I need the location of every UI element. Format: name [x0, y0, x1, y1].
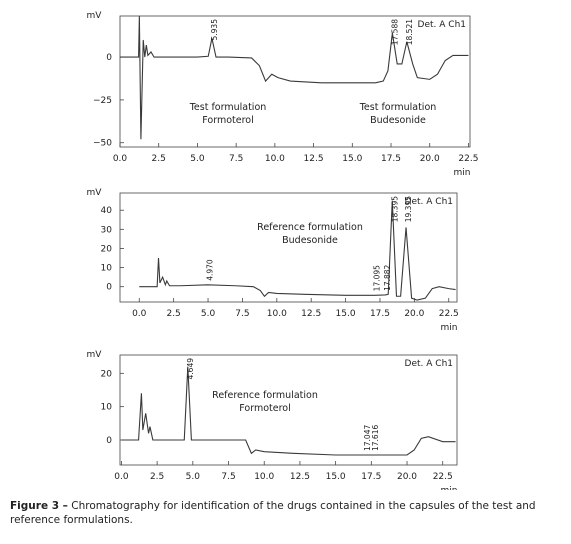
- y-axis-label: mV: [87, 350, 103, 360]
- x-tick-label: 5.0: [186, 472, 201, 482]
- y-tick-label: 30: [101, 225, 113, 235]
- x-tick-label: 17.5: [381, 154, 401, 164]
- x-tick-label: 15.0: [336, 309, 356, 319]
- peak-label: 4.970: [206, 259, 215, 281]
- x-tick-label: 7.5: [235, 309, 249, 319]
- peak-label: 4.649: [186, 358, 195, 380]
- y-axis-label: mV: [87, 188, 103, 198]
- y-tick-label: −50: [93, 139, 112, 149]
- x-tick-label: 10.0: [267, 309, 287, 319]
- y-tick-label: 20: [101, 244, 113, 254]
- y-tick-label: 10: [101, 264, 113, 274]
- annotation: Formoterol: [202, 115, 253, 126]
- y-tick-label: 0: [106, 53, 112, 63]
- x-tick-label: 17.5: [361, 472, 381, 482]
- x-tick-label: 2.5: [152, 154, 166, 164]
- annotation: Reference formulation: [212, 390, 318, 401]
- x-tick-label: 12.5: [290, 472, 310, 482]
- annotation: Formoterol: [239, 403, 290, 414]
- x-tick-label: 5.0: [201, 309, 216, 319]
- peak-label: 18.395: [390, 196, 399, 222]
- x-tick-label: 2.5: [150, 472, 164, 482]
- annotation: Reference formulation: [257, 222, 363, 233]
- x-tick-label: 22.5: [458, 154, 478, 164]
- x-tick-label: 17.5: [370, 309, 390, 319]
- annotation: Test formulation: [359, 102, 437, 113]
- y-tick-label: 10: [101, 403, 113, 413]
- peak-label: 17.095: [372, 265, 381, 291]
- y-tick-label: 20: [101, 369, 113, 379]
- x-tick-label: 20.0: [404, 309, 424, 319]
- x-tick-label: 10.0: [254, 472, 274, 482]
- x-tick-label: 10.0: [265, 154, 285, 164]
- chromatograms: 0.0 2.5 5.0 7.5 10.0 12.5 15.0 17.5 20.0 22.5 0 −25…: [87, 11, 479, 490]
- peak-label: 17.616: [371, 425, 380, 451]
- x-tick-label: 12.5: [304, 154, 324, 164]
- y-axis-label: mV: [87, 11, 103, 21]
- annotation: Budesonide: [370, 115, 426, 126]
- legend-label: Det. A Ch1: [418, 20, 466, 30]
- trace: [120, 15, 469, 140]
- x-tick-label: 7.5: [229, 154, 243, 164]
- x-tick-label: 0.0: [114, 472, 129, 482]
- y-tick-label: 0: [106, 283, 112, 293]
- peak-label: 17.882: [383, 264, 392, 290]
- legend-label: Det. A Ch1: [405, 197, 453, 207]
- x-tick-label: 7.5: [221, 472, 235, 482]
- peak-label: 17.047: [363, 425, 372, 451]
- x-tick-label: 20.0: [397, 472, 417, 482]
- legend-label: Det. A Ch1: [405, 359, 453, 369]
- x-tick-label: 5.0: [190, 154, 205, 164]
- plot-frame: [119, 15, 471, 148]
- y-tick-label: −25: [93, 96, 112, 106]
- peak-label: 18.521: [405, 19, 414, 45]
- plot-frame: [119, 192, 458, 303]
- x-tick-label: 15.0: [326, 472, 346, 482]
- peak-label: 17.588: [390, 19, 399, 45]
- x-tick-label: 0.0: [113, 154, 128, 164]
- x-tick-label: 20.0: [420, 154, 440, 164]
- x-tick-label: 12.5: [301, 309, 321, 319]
- peak-label: 19.395: [404, 196, 413, 222]
- x-tick-label: 22.5: [433, 472, 453, 482]
- x-tick-label: 15.0: [342, 154, 362, 164]
- trace: [121, 366, 456, 456]
- figure-caption: Figure 3 – Chromatography for identifica…: [10, 499, 558, 527]
- x-tick-label: 2.5: [166, 309, 180, 319]
- annotation: Test formulation: [189, 102, 267, 113]
- x-axis-label: min: [441, 486, 458, 490]
- y-tick-label: 0: [106, 436, 112, 446]
- peak-label: 5.935: [210, 19, 219, 41]
- y-tick-label: 40: [101, 206, 113, 216]
- plot-frame: [119, 354, 458, 466]
- annotation: Budesonide: [282, 235, 338, 246]
- x-tick-label: 0.0: [132, 309, 147, 319]
- caption-text: Chromatography for identification of the…: [10, 500, 536, 526]
- caption-label: Figure 3 –: [10, 500, 68, 512]
- x-axis-label: min: [454, 168, 471, 178]
- x-tick-label: 22.5: [439, 309, 459, 319]
- x-axis-label: min: [441, 323, 458, 333]
- trace: [139, 200, 456, 301]
